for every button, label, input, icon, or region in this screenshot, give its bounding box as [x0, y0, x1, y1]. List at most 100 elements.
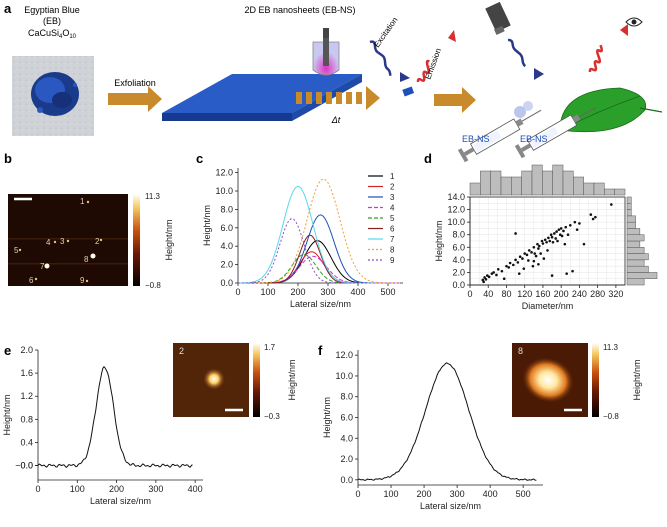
right-hist-bar: [626, 196, 632, 204]
top-hist-bar: [562, 170, 574, 196]
chart-e-ytick-label: 1.6: [20, 368, 33, 378]
scatter-point: [573, 220, 577, 224]
scatter-point: [539, 252, 542, 255]
series-line-7: [238, 185, 400, 284]
scatter-point: [560, 234, 564, 238]
scatter-point: [542, 257, 546, 260]
scatter-point: [516, 261, 520, 264]
particle-label-5: 5: [14, 246, 19, 255]
chart-d-xlabel: Diameter/nm: [522, 301, 574, 311]
scatter-point: [554, 237, 558, 240]
cell-icon: [514, 101, 533, 118]
chart-f-ytick-label: 4.0: [340, 433, 353, 443]
chart-e-ylabel: Height/nm: [2, 394, 12, 435]
chart-f-ytick-label: 2.0: [340, 454, 353, 464]
series-line-8: [238, 178, 400, 284]
scatter-point: [487, 275, 491, 279]
scatter-point: [490, 272, 494, 275]
chart-f-xtick-label: 500: [516, 489, 531, 499]
particle-spot-9: [85, 279, 89, 283]
legend-label-1: 1: [390, 172, 395, 181]
top-hist-bar: [480, 170, 491, 196]
scatter-point: [525, 253, 529, 257]
right-hist-bar: [626, 203, 632, 210]
panel-letter-f: f: [318, 343, 323, 358]
chart-d-ytick-label: 6.0: [452, 242, 465, 252]
top-hist-bar: [573, 176, 584, 196]
panel-letter-b: b: [4, 151, 12, 166]
panel-d: d 0 40 80 120 160 200 240 280 320 0.0 2.0 4.0 6.0 8.0…: [424, 151, 658, 311]
top-hist-bar: [542, 170, 553, 196]
panel-letter-c: c: [196, 151, 203, 166]
scatter-point: [547, 236, 550, 240]
panel-b: b 1 2 34 5 67 8 9 11.3 −0.8 Height/nm: [4, 151, 174, 290]
top-hist-bar: [593, 182, 605, 196]
scatter-point: [532, 245, 536, 249]
emission-wave-2: [588, 44, 603, 73]
chart-d-ytick-label: 4.0: [452, 255, 465, 265]
chart-f-ytick-label: 6.0: [340, 413, 353, 423]
chart-f-xtick-label: 100: [384, 489, 399, 499]
chart-c-ylabel: Height/nm: [202, 205, 212, 246]
particle-label-2: 2: [95, 237, 100, 246]
application-arrow: [434, 87, 476, 113]
chart-f-ytick-label: 0.0: [340, 475, 353, 485]
profile-line-e: [37, 365, 193, 468]
chart-e-xtick-label: 400: [188, 484, 203, 494]
right-hist-bar: [626, 247, 645, 254]
scatter-point: [527, 249, 531, 252]
right-hist-bar: [626, 253, 649, 261]
scatter-point: [512, 263, 515, 267]
scatter-point: [527, 259, 530, 262]
panel-letter-d: d: [424, 151, 432, 166]
chart-c-xtick-label: 400: [350, 287, 365, 297]
scatter-point: [545, 240, 548, 244]
colorbar-label-e: Height/nm: [287, 359, 297, 400]
legend-label-7: 7: [390, 235, 395, 244]
delta-t-label: Δt: [331, 115, 341, 125]
scatter-point: [556, 239, 559, 243]
colorbar-min-f: −0.8: [603, 412, 619, 421]
top-hist-bar: [521, 170, 533, 196]
particle-spot-1: [86, 200, 90, 204]
exfoliation-arrow: [108, 86, 162, 112]
right-hist-bar: [626, 278, 645, 286]
particle-label-7: 7: [40, 262, 45, 271]
scatter-point: [555, 230, 558, 233]
scatter-point: [537, 244, 541, 248]
particle-spot-f: [522, 357, 574, 403]
chart-d-ytick-label: 14.0: [447, 192, 465, 202]
chart-c-xlabel: Lateral size/nm: [290, 299, 351, 309]
chart-d: 0 40 80 120 160 200 240 280 320 0.0 2.0 4.0 6.0 8.0 10…: [434, 164, 658, 311]
chart-d-xtick-label: 320: [608, 289, 623, 299]
scatter-point: [508, 261, 512, 265]
colorbar-label-b: Height/nm: [164, 219, 174, 260]
chart-c-xtick-label: 500: [380, 287, 395, 297]
scatter-point: [502, 277, 506, 281]
scatter-point: [591, 217, 595, 221]
chart-e-xtick-label: 300: [148, 484, 163, 494]
right-hist-bar: [626, 272, 658, 279]
time-arrow: [296, 86, 380, 110]
scatter-point: [558, 233, 562, 237]
chart-f-ylabel: Height/nm: [322, 397, 332, 438]
scatter-point: [518, 255, 522, 259]
scatter-point: [484, 278, 488, 281]
chart-e-ytick-label: 0.0: [20, 461, 33, 471]
inset-label-e: 2: [179, 346, 184, 356]
right-hist-bar: [626, 265, 649, 273]
legend-label-6: 6: [390, 225, 395, 234]
scatter-point: [562, 229, 565, 233]
chart-d-xtick-label: 240: [572, 289, 587, 299]
chart-c-ytick-label: 12.0: [215, 168, 233, 178]
scatter-point: [523, 252, 527, 255]
panel-f: f 0 100 200 300 400 500 0.0 2.0 4.0 6.0 8.0 10.0 12.…: [318, 343, 642, 511]
chart-d-xtick-label: 200: [554, 289, 569, 299]
chart-d-xtick-label: 80: [501, 289, 511, 299]
scatter-point: [507, 266, 511, 269]
scatter-point: [517, 272, 521, 275]
colorbar-min-e: −0.3: [264, 412, 280, 421]
syringe-label-1: EB-NS: [462, 134, 490, 144]
scatter-point: [549, 233, 553, 237]
scatter-point: [533, 252, 537, 255]
